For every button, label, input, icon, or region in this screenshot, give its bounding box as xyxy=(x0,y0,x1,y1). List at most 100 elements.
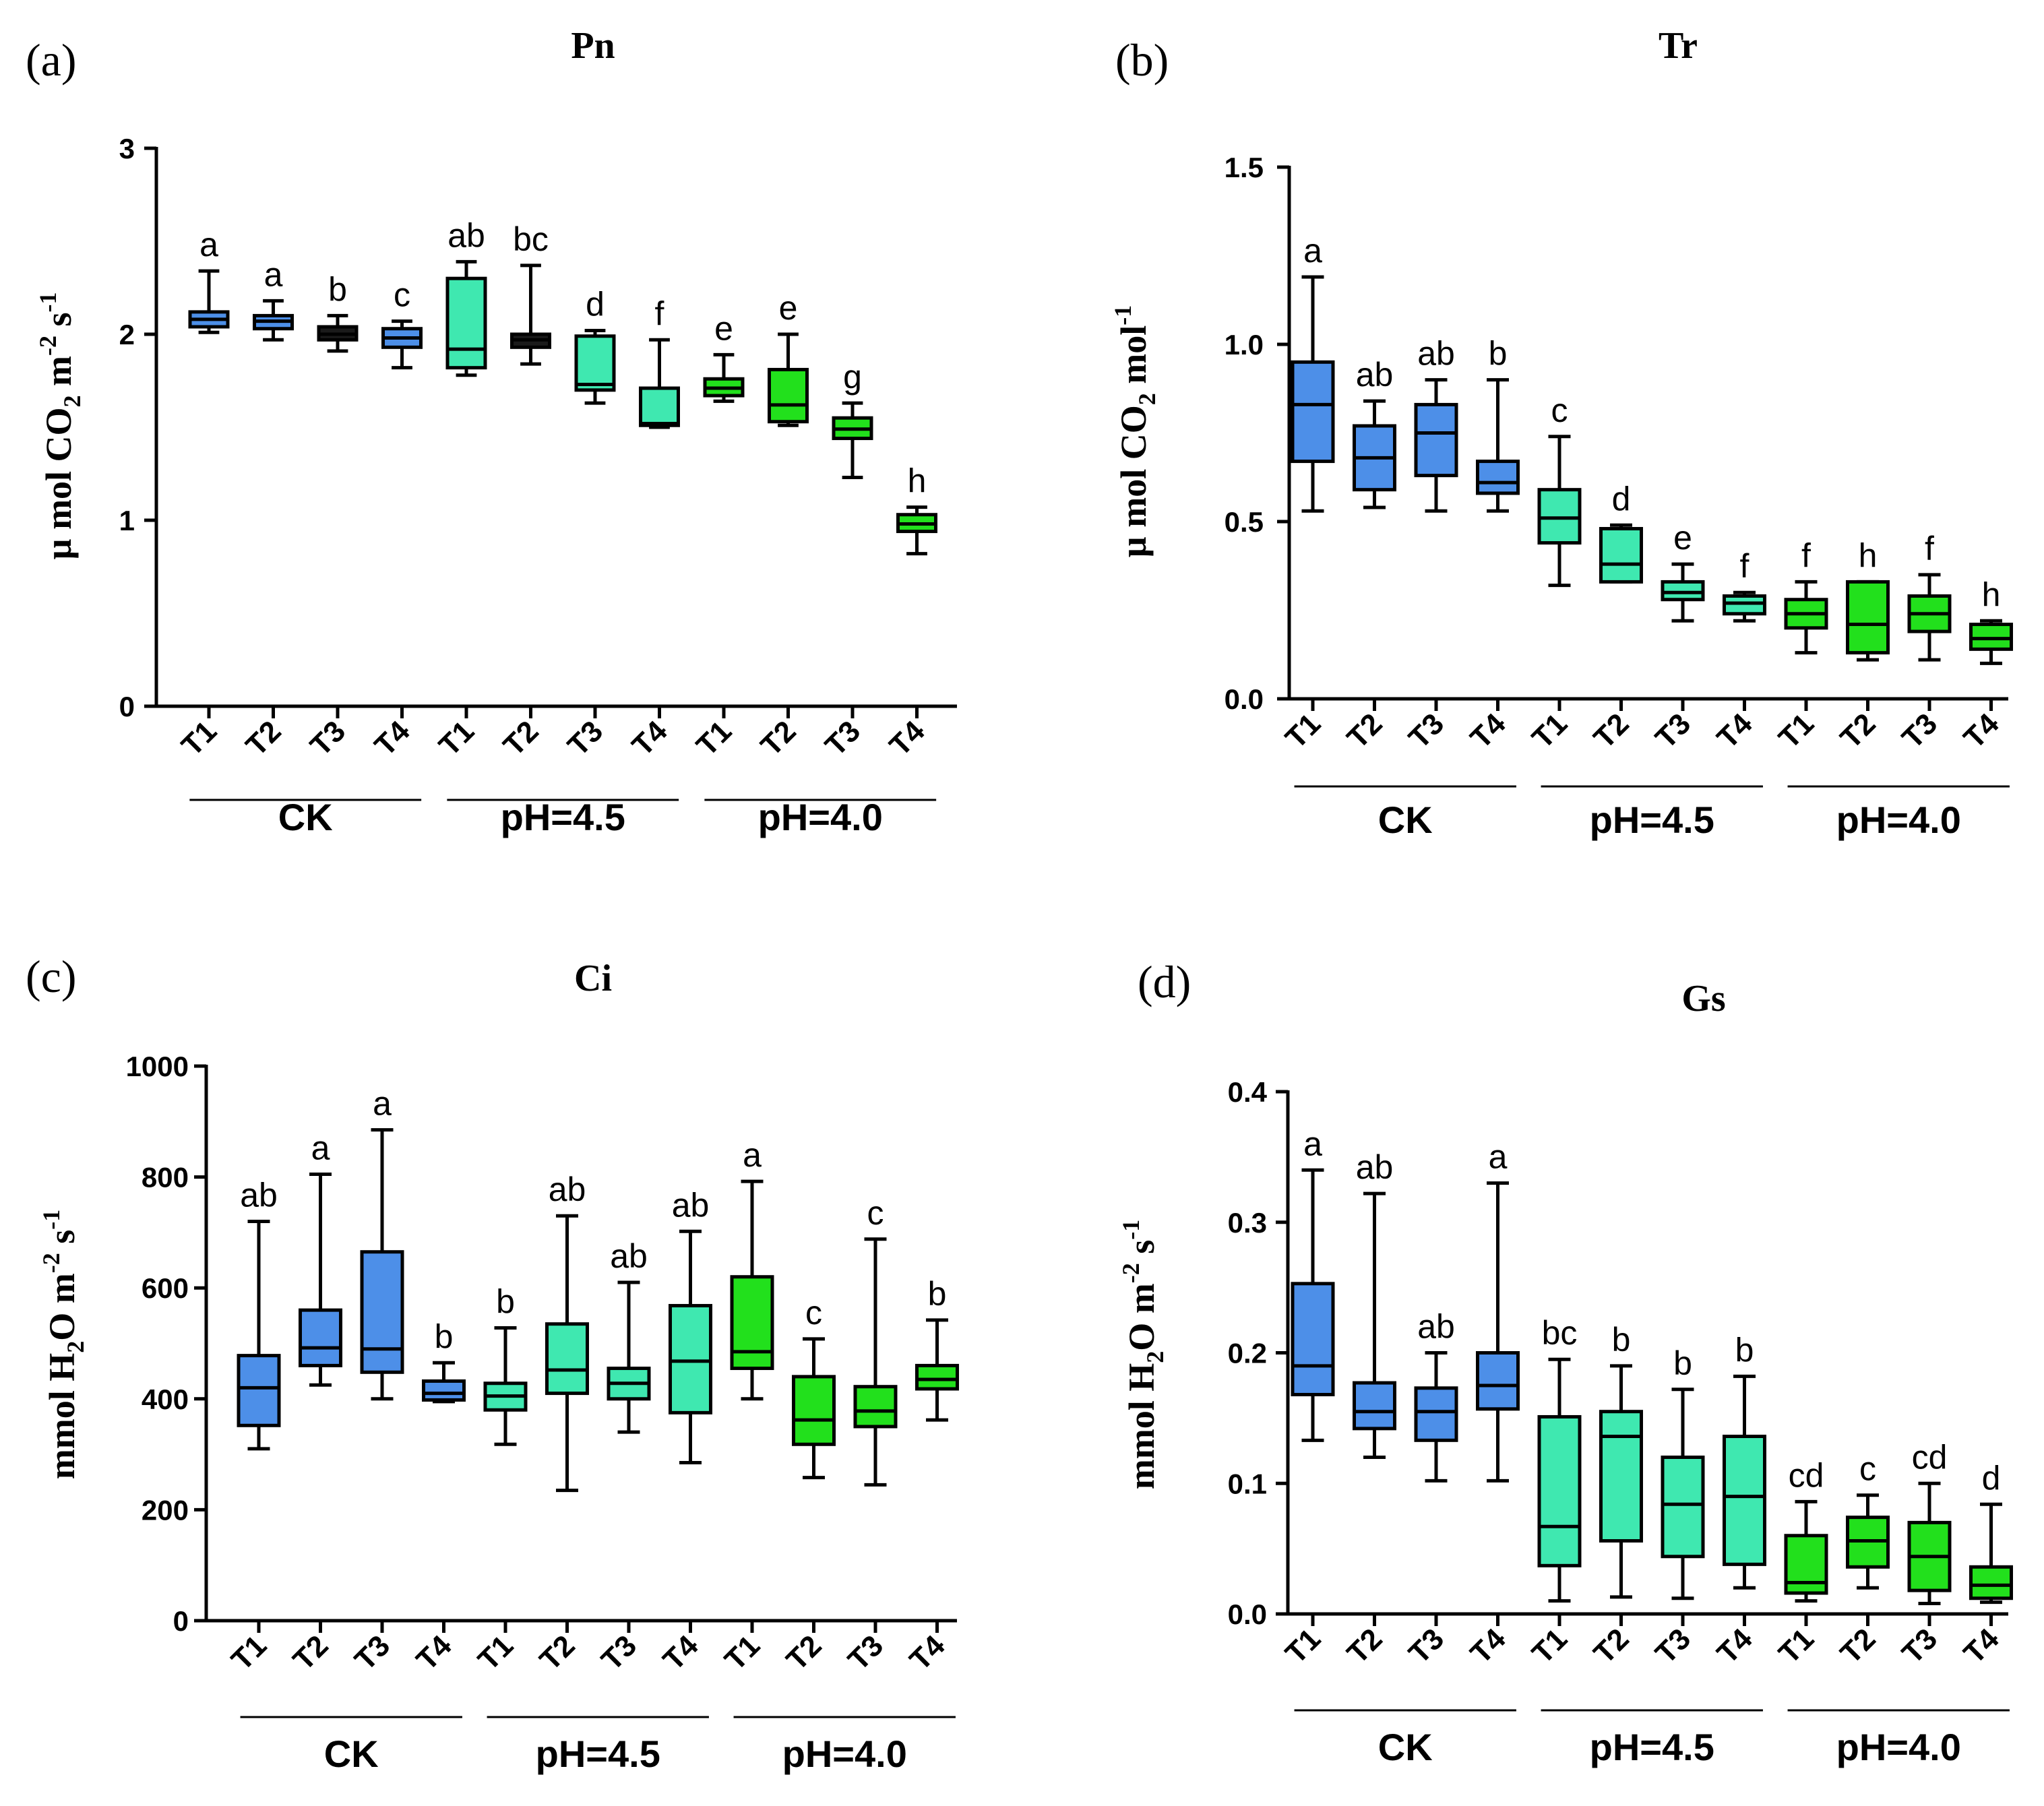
x-tick-label: T3 xyxy=(1896,1622,1944,1670)
y-tick-label: 0.0 xyxy=(1225,683,1264,715)
box-body xyxy=(1537,1414,1582,1567)
box-pH45-T3: ab xyxy=(607,1237,651,1434)
box-pH40-T2: c xyxy=(792,1294,836,1480)
significance-label: ab xyxy=(1417,1308,1455,1346)
significance-label: ab xyxy=(610,1237,648,1275)
significance-label: b xyxy=(1612,1321,1631,1359)
significance-label: ab xyxy=(447,216,485,254)
x-tick-label: T1 xyxy=(1279,1622,1327,1670)
group-label: pH=4.0 xyxy=(1836,799,1961,841)
box-pH45-T1: c xyxy=(1537,392,1582,588)
panel-pn: (a) Pn µ mol CO2 m-2 s-1 0 1 2 3 a T1 a T2 b T3 c T4 ab… xyxy=(26,25,957,838)
panel-label: (a) xyxy=(26,34,76,86)
box-CK-T3: ab xyxy=(1414,1308,1458,1483)
x-tick-label: T1 xyxy=(1772,707,1820,755)
axes xyxy=(204,1065,957,1623)
box-body xyxy=(1661,580,1705,602)
box-pH45-T3: b xyxy=(1661,1344,1705,1600)
box-pH40-T4: h xyxy=(1969,575,2013,665)
box-body xyxy=(1291,360,1335,464)
significance-label: a xyxy=(199,226,218,263)
x-tick-label: T1 xyxy=(1526,707,1574,755)
chart-title: Ci xyxy=(574,958,612,999)
group-label: CK xyxy=(278,796,333,838)
significance-label: f xyxy=(655,294,664,332)
significance-label: b xyxy=(1489,335,1508,373)
significance-label: a xyxy=(743,1136,762,1174)
box-body xyxy=(1353,1381,1396,1431)
box-body xyxy=(1476,1351,1520,1411)
box-body xyxy=(574,334,616,392)
y-tick-label: 0.4 xyxy=(1228,1076,1268,1108)
significance-label: c xyxy=(1859,1450,1876,1488)
box-body xyxy=(1476,460,1520,495)
x-tick-label: T2 xyxy=(1588,1622,1636,1670)
significance-label: f xyxy=(1740,547,1749,585)
significance-label: d xyxy=(1612,480,1631,518)
box-body xyxy=(1846,580,1890,655)
significance-label: cd xyxy=(1789,1456,1824,1494)
y-tick-label: 0 xyxy=(173,1605,189,1637)
group-label: pH=4.5 xyxy=(1590,799,1714,841)
box-pH45-T2: d xyxy=(1599,480,1643,584)
box-CK-T2: ab xyxy=(1353,1148,1396,1459)
box-body xyxy=(730,1275,774,1371)
significance-label: a xyxy=(1303,1125,1322,1162)
box-pH45-T2: b xyxy=(1599,1321,1643,1599)
x-tick-label: T1 xyxy=(718,1629,766,1677)
x-tick-label: T2 xyxy=(287,1629,335,1677)
y-tick-label: 0.2 xyxy=(1228,1338,1267,1369)
significance-label: b xyxy=(928,1275,947,1313)
x-tick-label: T3 xyxy=(842,1629,890,1677)
y-tick-label: 0.3 xyxy=(1228,1207,1267,1239)
significance-label: bc xyxy=(513,220,549,258)
x-tick-label: T2 xyxy=(1341,707,1389,755)
box-pH45-T4: ab xyxy=(669,1186,712,1464)
significance-label: g xyxy=(843,358,862,396)
box-body xyxy=(669,1304,712,1414)
box-body xyxy=(768,367,809,424)
x-tick-label: T4 xyxy=(1464,707,1512,755)
box-CK-T4: b xyxy=(422,1317,466,1404)
box-body xyxy=(1969,623,2013,651)
panel-label: (c) xyxy=(26,951,76,1002)
box-pH40-T4: h xyxy=(896,462,937,556)
y-tick-label: 400 xyxy=(142,1383,189,1415)
significance-label: a xyxy=(264,255,283,293)
box-pH40-T3: g xyxy=(832,358,873,480)
y-tick-label: 1.5 xyxy=(1225,152,1264,183)
axes xyxy=(1287,166,2008,701)
box-body xyxy=(422,1379,466,1402)
box-body xyxy=(639,386,680,427)
x-tick-label: T2 xyxy=(1341,1622,1389,1670)
significance-label: ab xyxy=(1417,335,1455,373)
box-pH40-T4: b xyxy=(915,1275,959,1422)
group-label: pH=4.5 xyxy=(1590,1726,1714,1768)
group-label: CK xyxy=(1378,799,1433,841)
box-pH45-T1: b xyxy=(483,1282,528,1446)
box-body xyxy=(1537,488,1582,545)
box-body xyxy=(1661,1456,1705,1559)
box-pH40-T2: e xyxy=(768,289,809,427)
box-body xyxy=(1599,527,1643,584)
box-pH40-T3: f xyxy=(1907,530,1952,662)
y-axis-label: µ mol CO2 mol-1 xyxy=(1109,305,1160,558)
y-tick-label: 3 xyxy=(119,133,135,164)
y-tick-label: 0 xyxy=(119,691,135,722)
box-body xyxy=(1599,1410,1643,1543)
x-tick-label: T3 xyxy=(304,714,352,762)
significance-label: h xyxy=(1982,575,2001,613)
x-tick-label: T3 xyxy=(1649,1622,1697,1670)
x-tick-label: T1 xyxy=(1526,1622,1574,1670)
significance-label: b xyxy=(496,1282,515,1320)
box-pH45-T4: f xyxy=(1723,547,1766,623)
box-pH45-T3: d xyxy=(574,285,616,405)
x-tick-label: T3 xyxy=(819,714,867,762)
y-tick-label: 0.5 xyxy=(1225,506,1264,538)
x-tick-label: T1 xyxy=(1279,707,1327,755)
box-body xyxy=(299,1308,342,1367)
x-tick-label: T1 xyxy=(433,714,481,762)
box-pH40-T3: c xyxy=(853,1194,898,1487)
x-tick-label: T4 xyxy=(1711,707,1759,755)
box-body xyxy=(1414,402,1458,478)
